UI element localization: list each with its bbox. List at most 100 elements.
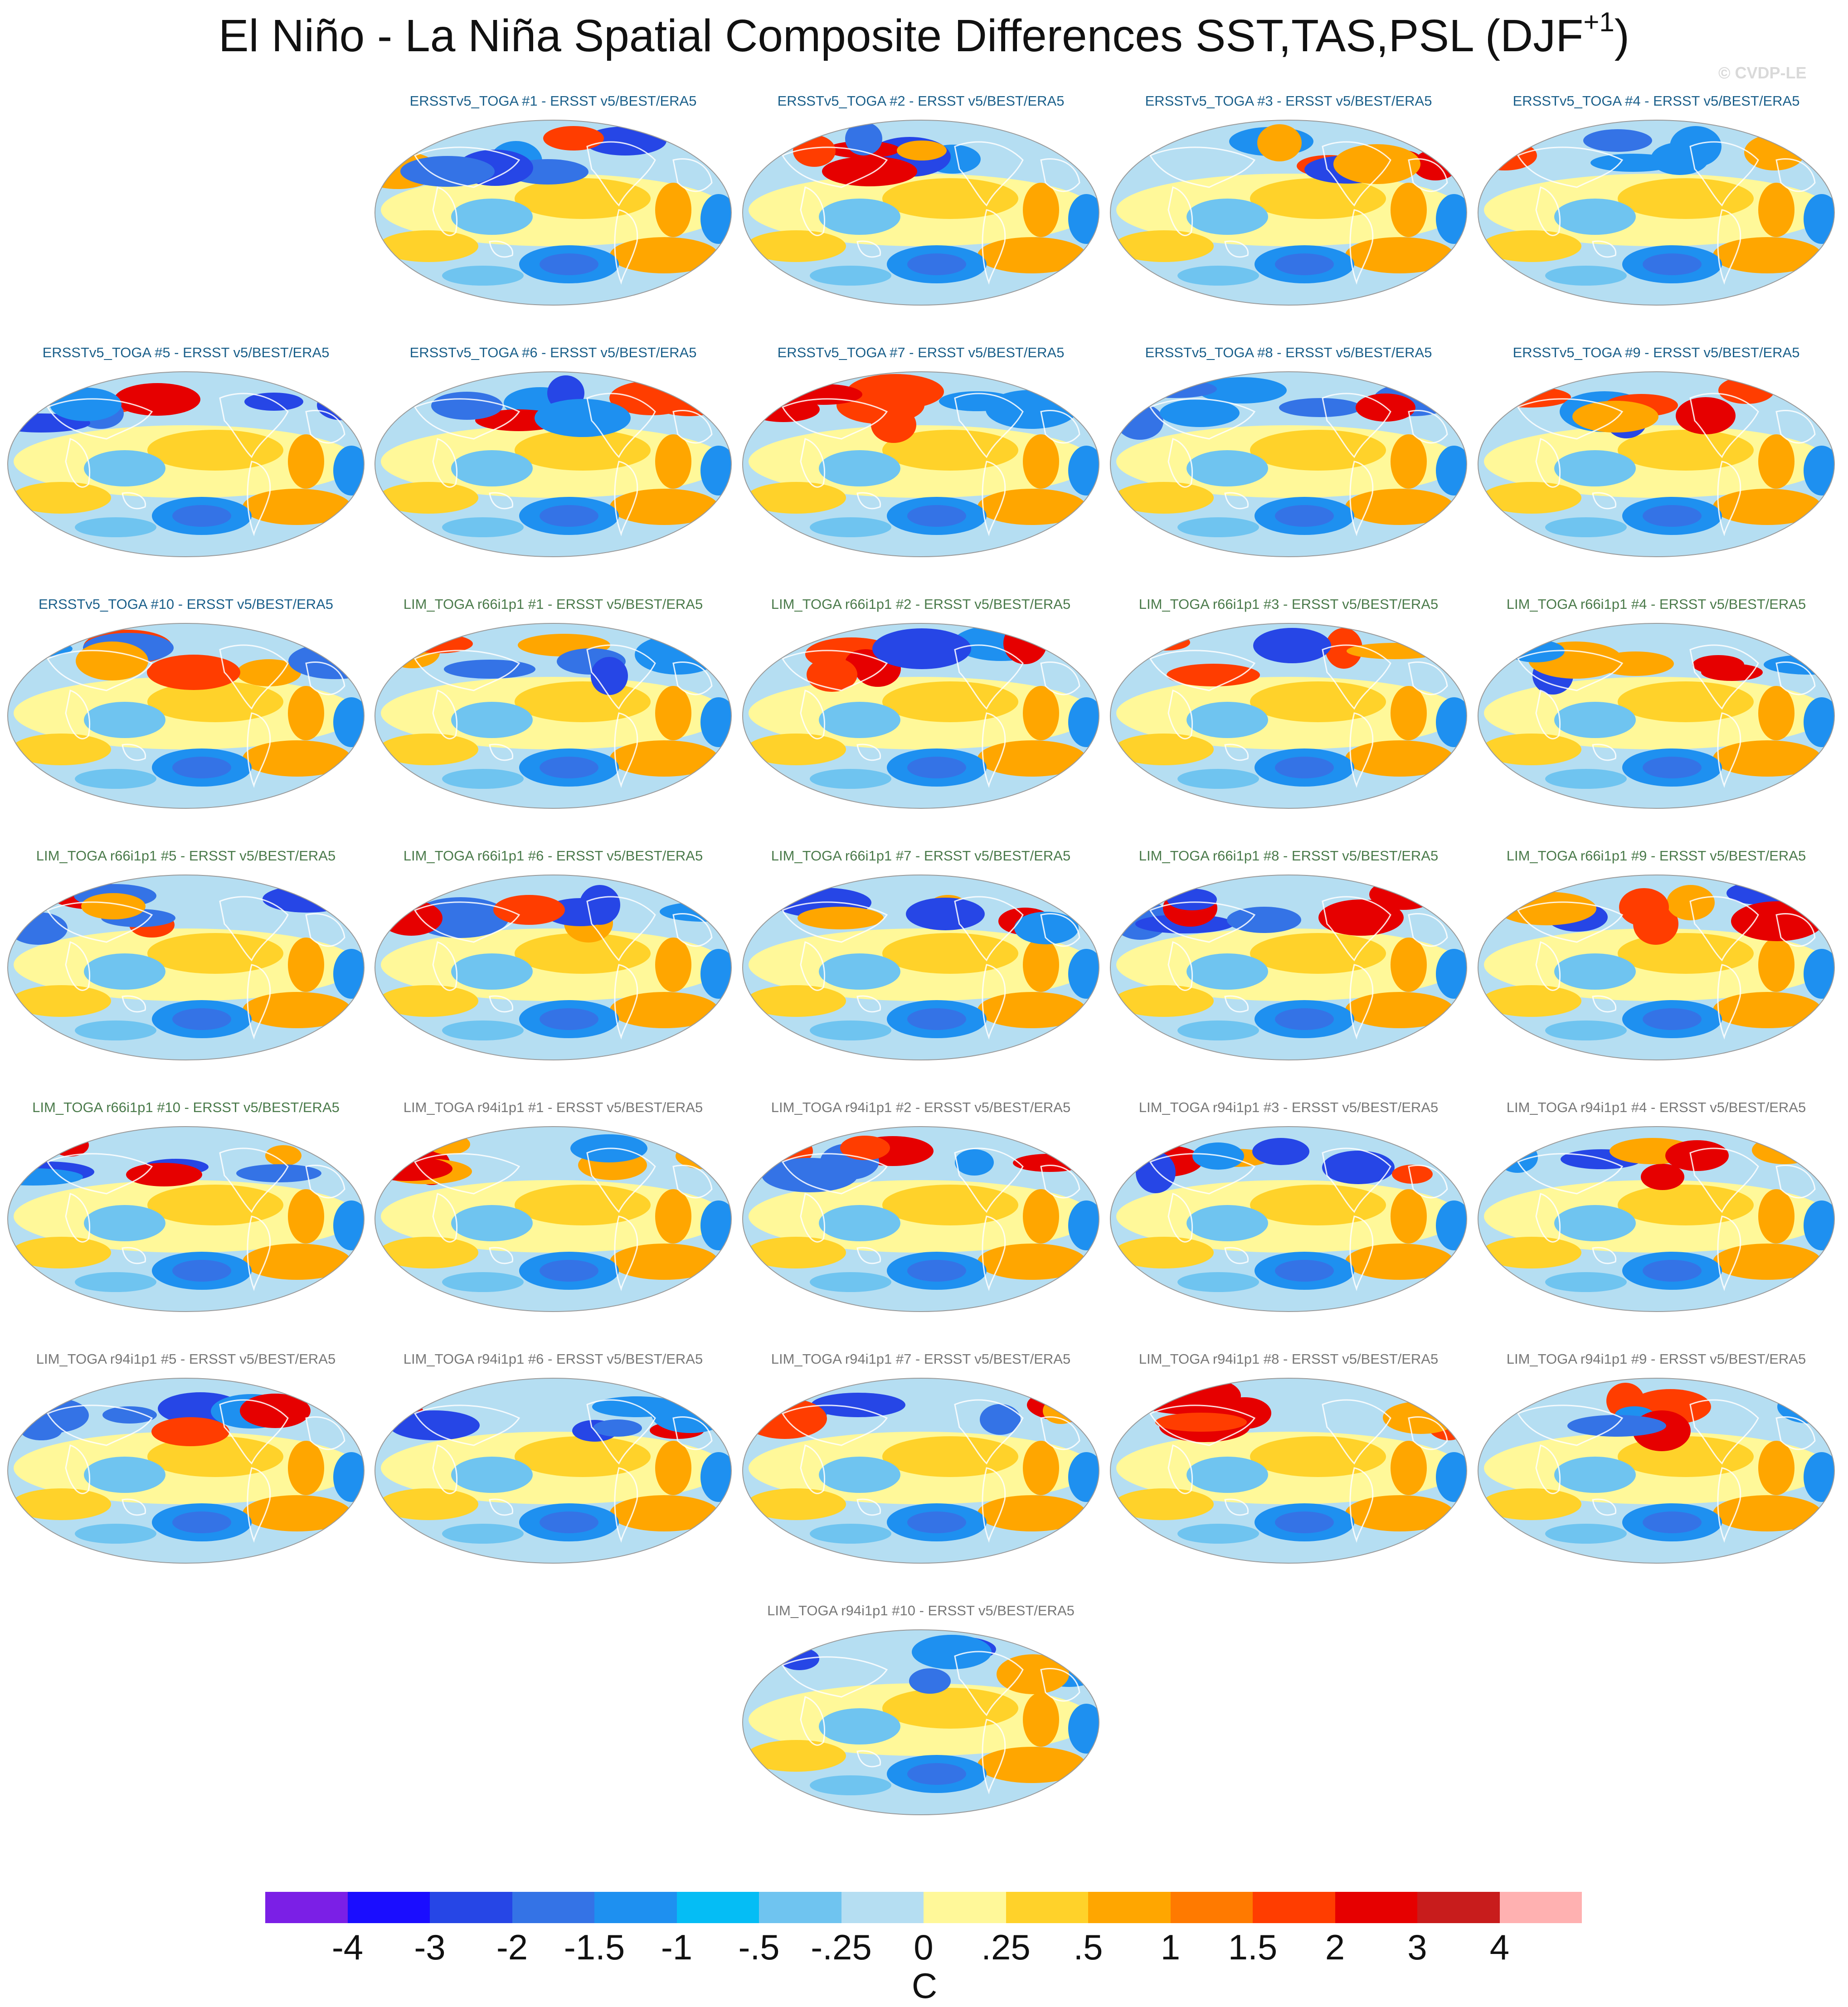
panel-label: LIM_TOGA r94i1p1 #3 - ERSST v5/BEST/ERA5 (1138, 1099, 1439, 1115)
panel-map (1477, 622, 1835, 809)
world-map (7, 875, 365, 1060)
panel-map (374, 622, 732, 809)
panel-label: ERSSTv5_TOGA #4 - ERSST v5/BEST/ERA5 (1512, 93, 1800, 109)
map-panel: ERSSTv5_TOGA #3 - ERSST v5/BEST/ERA5 (1107, 93, 1470, 311)
colorbar-swatch (512, 1892, 594, 1923)
map-panel: LIM_TOGA r94i1p1 #3 - ERSST v5/BEST/ERA5 (1107, 1099, 1470, 1317)
panel-map (1477, 119, 1835, 306)
map-panel: LIM_TOGA r94i1p1 #1 - ERSST v5/BEST/ERA5 (372, 1099, 734, 1317)
panel-label: ERSSTv5_TOGA #7 - ERSST v5/BEST/ERA5 (777, 345, 1065, 360)
colorbar-tick-label: -2 (496, 1927, 528, 1967)
panel-label: LIM_TOGA r94i1p1 #9 - ERSST v5/BEST/ERA5 (1506, 1351, 1806, 1367)
panel-label: LIM_TOGA r94i1p1 #7 - ERSST v5/BEST/ERA5 (771, 1351, 1071, 1367)
panel-map (7, 371, 365, 558)
panel-label: LIM_TOGA r66i1p1 #10 - ERSST v5/BEST/ERA… (32, 1099, 340, 1115)
panel-label: LIM_TOGA r66i1p1 #8 - ERSST v5/BEST/ERA5 (1138, 848, 1439, 864)
world-map (374, 623, 732, 809)
colorbar-swatch (841, 1892, 924, 1923)
map-panel: LIM_TOGA r66i1p1 #8 - ERSST v5/BEST/ERA5 (1107, 848, 1470, 1065)
colorbar-tick-label: -3 (414, 1927, 446, 1967)
colorbar-swatch (594, 1892, 677, 1923)
panel-label: LIM_TOGA r94i1p1 #4 - ERSST v5/BEST/ERA5 (1506, 1099, 1806, 1115)
panel-map (742, 1126, 1100, 1312)
map-panel: LIM_TOGA r94i1p1 #8 - ERSST v5/BEST/ERA5 (1107, 1351, 1470, 1569)
world-map (1110, 371, 1467, 557)
world-map (7, 371, 365, 557)
world-map (7, 1126, 365, 1312)
map-panel: ERSSTv5_TOGA #8 - ERSST v5/BEST/ERA5 (1107, 345, 1470, 562)
panel-map (1477, 1377, 1835, 1564)
map-panel: LIM_TOGA r66i1p1 #4 - ERSST v5/BEST/ERA5 (1475, 596, 1838, 814)
colorbar-swatch (1335, 1892, 1417, 1923)
world-map (7, 1378, 365, 1564)
colorbar-swatch (1088, 1892, 1171, 1923)
panel-map (742, 119, 1100, 306)
panel-label: LIM_TOGA r94i1p1 #8 - ERSST v5/BEST/ERA5 (1138, 1351, 1439, 1367)
panel-map (742, 622, 1100, 809)
world-map (1110, 1378, 1467, 1564)
panel-label: ERSSTv5_TOGA #9 - ERSST v5/BEST/ERA5 (1512, 345, 1800, 360)
world-map (742, 1126, 1099, 1312)
panel-label: ERSSTv5_TOGA #10 - ERSST v5/BEST/ERA5 (38, 596, 334, 612)
map-panel: LIM_TOGA r94i1p1 #2 - ERSST v5/BEST/ERA5 (739, 1099, 1102, 1317)
colorbar-swatch (265, 1892, 348, 1923)
panel-map (374, 1377, 732, 1564)
figure-title: El Niño - La Niña Spatial Composite Diff… (218, 7, 1630, 61)
colorbar-swatch (347, 1892, 430, 1923)
panel-map (374, 874, 732, 1061)
map-panel: LIM_TOGA r66i1p1 #1 - ERSST v5/BEST/ERA5 (372, 596, 734, 814)
panel-map (1109, 1377, 1468, 1564)
panel-label: LIM_TOGA r66i1p1 #7 - ERSST v5/BEST/ERA5 (771, 848, 1071, 864)
colorbar-tick-label: 0 (914, 1927, 934, 1967)
world-map (374, 371, 732, 557)
colorbar-tick-label: -1.5 (564, 1927, 625, 1967)
world-map (1478, 623, 1835, 809)
panel-map (1109, 874, 1468, 1061)
world-map (1110, 1126, 1467, 1312)
panel-label: ERSSTv5_TOGA #6 - ERSST v5/BEST/ERA5 (409, 345, 697, 360)
map-panel: LIM_TOGA r66i1p1 #5 - ERSST v5/BEST/ERA5 (5, 848, 367, 1065)
panel-map (1109, 622, 1468, 809)
world-map (7, 623, 365, 809)
colorbar-swatch (1417, 1892, 1500, 1923)
panel-label: LIM_TOGA r94i1p1 #6 - ERSST v5/BEST/ERA5 (403, 1351, 703, 1367)
panel-label: LIM_TOGA r94i1p1 #5 - ERSST v5/BEST/ERA5 (36, 1351, 336, 1367)
map-panel: ERSSTv5_TOGA #10 - ERSST v5/BEST/ERA5 (5, 596, 367, 814)
map-panel: LIM_TOGA r94i1p1 #6 - ERSST v5/BEST/ERA5 (372, 1351, 734, 1569)
panel-map (1109, 119, 1468, 306)
colorbar (265, 1892, 1582, 1923)
map-panel: ERSSTv5_TOGA #4 - ERSST v5/BEST/ERA5 (1475, 93, 1838, 311)
colorbar-tick-label: 4 (1489, 1927, 1510, 1967)
panel-label: ERSSTv5_TOGA #8 - ERSST v5/BEST/ERA5 (1145, 345, 1432, 360)
panel-map (742, 1377, 1100, 1564)
panel-label: ERSSTv5_TOGA #3 - ERSST v5/BEST/ERA5 (1145, 93, 1432, 109)
panel-label: LIM_TOGA r66i1p1 #1 - ERSST v5/BEST/ERA5 (403, 596, 703, 612)
panel-map (1109, 1126, 1468, 1312)
panel-label: LIM_TOGA r66i1p1 #6 - ERSST v5/BEST/ERA5 (403, 848, 703, 864)
world-map (374, 875, 732, 1060)
map-panel: LIM_TOGA r66i1p1 #3 - ERSST v5/BEST/ERA5 (1107, 596, 1470, 814)
panel-map (1477, 1126, 1835, 1312)
panel-map (7, 1126, 365, 1312)
colorbar-swatch (1006, 1892, 1088, 1923)
map-panel: LIM_TOGA r94i1p1 #7 - ERSST v5/BEST/ERA5 (739, 1351, 1102, 1569)
map-panel: LIM_TOGA r66i1p1 #6 - ERSST v5/BEST/ERA5 (372, 848, 734, 1065)
panel-label: LIM_TOGA r66i1p1 #3 - ERSST v5/BEST/ERA5 (1138, 596, 1439, 612)
colorbar-swatch (430, 1892, 512, 1923)
colorbar-swatch (759, 1892, 841, 1923)
panel-map (7, 622, 365, 809)
world-map (1110, 120, 1467, 306)
panel-map (374, 371, 732, 558)
world-map (742, 120, 1099, 306)
panel-label: ERSSTv5_TOGA #1 - ERSST v5/BEST/ERA5 (409, 93, 697, 109)
colorbar-swatch (676, 1892, 759, 1923)
world-map (742, 371, 1099, 557)
map-panel: ERSSTv5_TOGA #9 - ERSST v5/BEST/ERA5 (1475, 345, 1838, 562)
panel-map (7, 874, 365, 1061)
map-panel: LIM_TOGA r66i1p1 #7 - ERSST v5/BEST/ERA5 (739, 848, 1102, 1065)
colorbar-tick-label: -4 (331, 1927, 364, 1967)
panel-label: LIM_TOGA r94i1p1 #1 - ERSST v5/BEST/ERA5 (403, 1099, 703, 1115)
world-map (1478, 1126, 1835, 1312)
colorbar-swatch (1170, 1892, 1253, 1923)
panel-map (742, 371, 1100, 558)
